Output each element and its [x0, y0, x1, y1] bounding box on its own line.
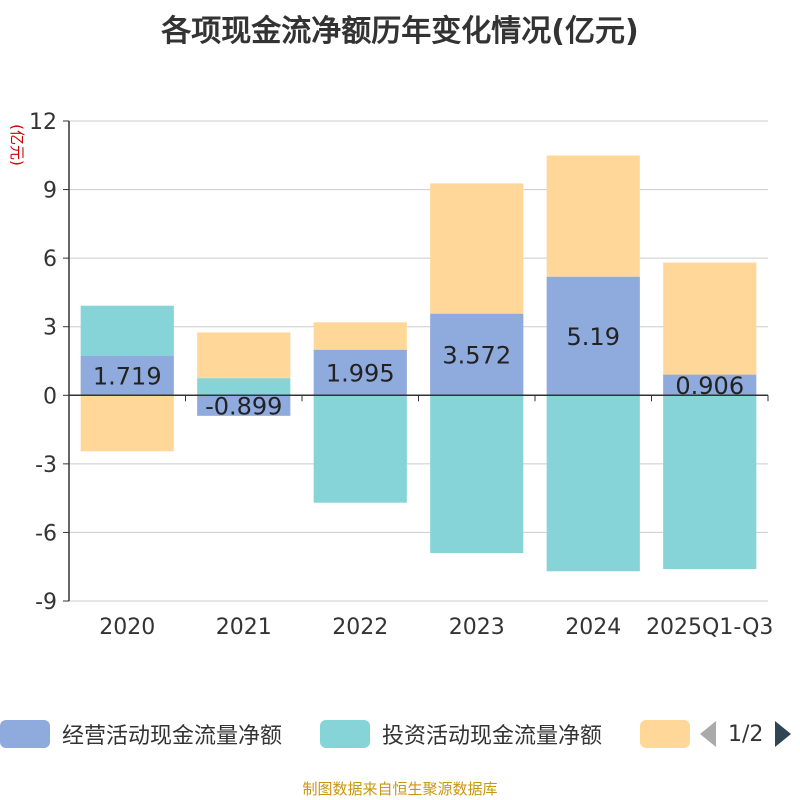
data-label: 1.995 [326, 359, 395, 387]
bar-series1-2022[interactable] [313, 395, 407, 503]
legend-pager: 1/2 [700, 716, 792, 752]
y-tick-label: 9 [43, 179, 57, 204]
bar-series0-2021[interactable] [197, 395, 291, 416]
pager-next-icon[interactable] [775, 721, 792, 747]
bar-series0-2022[interactable] [313, 349, 407, 396]
bar-series2-2020[interactable] [80, 395, 174, 452]
data-source-note: 制图数据来自恒生聚源数据库 [302, 780, 498, 798]
bar-series2-2025Q1-Q3[interactable] [663, 262, 757, 375]
y-tick-label: -3 [35, 453, 57, 478]
y-tick-label: 3 [43, 316, 57, 341]
x-tick-label: 2021 [216, 615, 272, 640]
x-tick-label: 2025Q1-Q3 [646, 615, 773, 640]
tick-labels: 12 9 6 3 0 -3 -6 -9 2020 2021 2022 2023 2024 2025Q1-Q… [29, 110, 773, 640]
bar-series0-2025Q1-Q3[interactable] [663, 374, 757, 396]
legend-swatch-operating [0, 720, 50, 748]
cashflow-bar-chart: 12 9 6 3 0 -3 -6 -9 2020 2021 2022 2023 2024 2025Q1-Q… [8, 110, 773, 640]
legend-label-operating: 经营活动现金流量净额 [62, 724, 283, 749]
bar-series2-2024[interactable] [546, 155, 640, 277]
bar-series1-2024[interactable] [546, 395, 640, 572]
data-label: 1.719 [93, 363, 162, 391]
bar-series1-2021[interactable] [197, 378, 291, 396]
bar-series2-2023[interactable] [430, 183, 524, 314]
legend-item-financing[interactable] [640, 716, 690, 752]
bar-series1-2020[interactable] [80, 305, 174, 356]
y-tick-label: -6 [35, 521, 57, 546]
axes [63, 120, 769, 602]
data-label: 5.19 [567, 323, 620, 351]
y-axis-label: (亿元) [8, 124, 26, 166]
pager-prev-icon[interactable] [700, 721, 716, 747]
bar-series0-2023[interactable] [430, 313, 524, 396]
bar-series [80, 155, 757, 572]
data-label: 3.572 [442, 341, 511, 369]
chart-title: 各项现金流净额历年变化情况(亿元) [161, 14, 639, 49]
y-tick-label: -9 [35, 590, 57, 615]
bar-series0-2020[interactable] [80, 355, 174, 396]
bar-series2-2022[interactable] [313, 322, 407, 350]
x-tick-label: 2020 [99, 615, 155, 640]
pager-text: 1/2 [728, 721, 764, 747]
x-tick-label: 2022 [332, 615, 388, 640]
bar-series1-2025Q1-Q3[interactable] [663, 395, 757, 569]
grid-lines [69, 120, 768, 602]
legend-item-investing[interactable]: 投资活动现金流量净额 [320, 716, 602, 752]
bar-series1-2023[interactable] [430, 395, 524, 553]
legend-swatch-investing [320, 720, 370, 748]
bar-series2-2021[interactable] [197, 332, 291, 379]
y-tick-label: 12 [29, 110, 57, 135]
bar-series0-2024[interactable] [546, 276, 640, 396]
data-label: -0.899 [205, 393, 282, 421]
y-tick-label: 0 [43, 384, 57, 409]
data-labels: 1.719 -0.899 1.995 3.572 5.19 0.906 [93, 323, 744, 421]
x-tick-label: 2023 [449, 615, 505, 640]
legend: 经营活动现金流量净额 投资活动现金流量净额 1/2 [0, 716, 800, 756]
legend-label-investing: 投资活动现金流量净额 [382, 724, 603, 749]
legend-swatch-financing [640, 720, 690, 748]
data-label: 0.906 [675, 372, 744, 400]
legend-item-operating[interactable]: 经营活动现金流量净额 [0, 716, 282, 752]
y-tick-label: 6 [43, 247, 57, 272]
x-tick-label: 2024 [565, 615, 621, 640]
